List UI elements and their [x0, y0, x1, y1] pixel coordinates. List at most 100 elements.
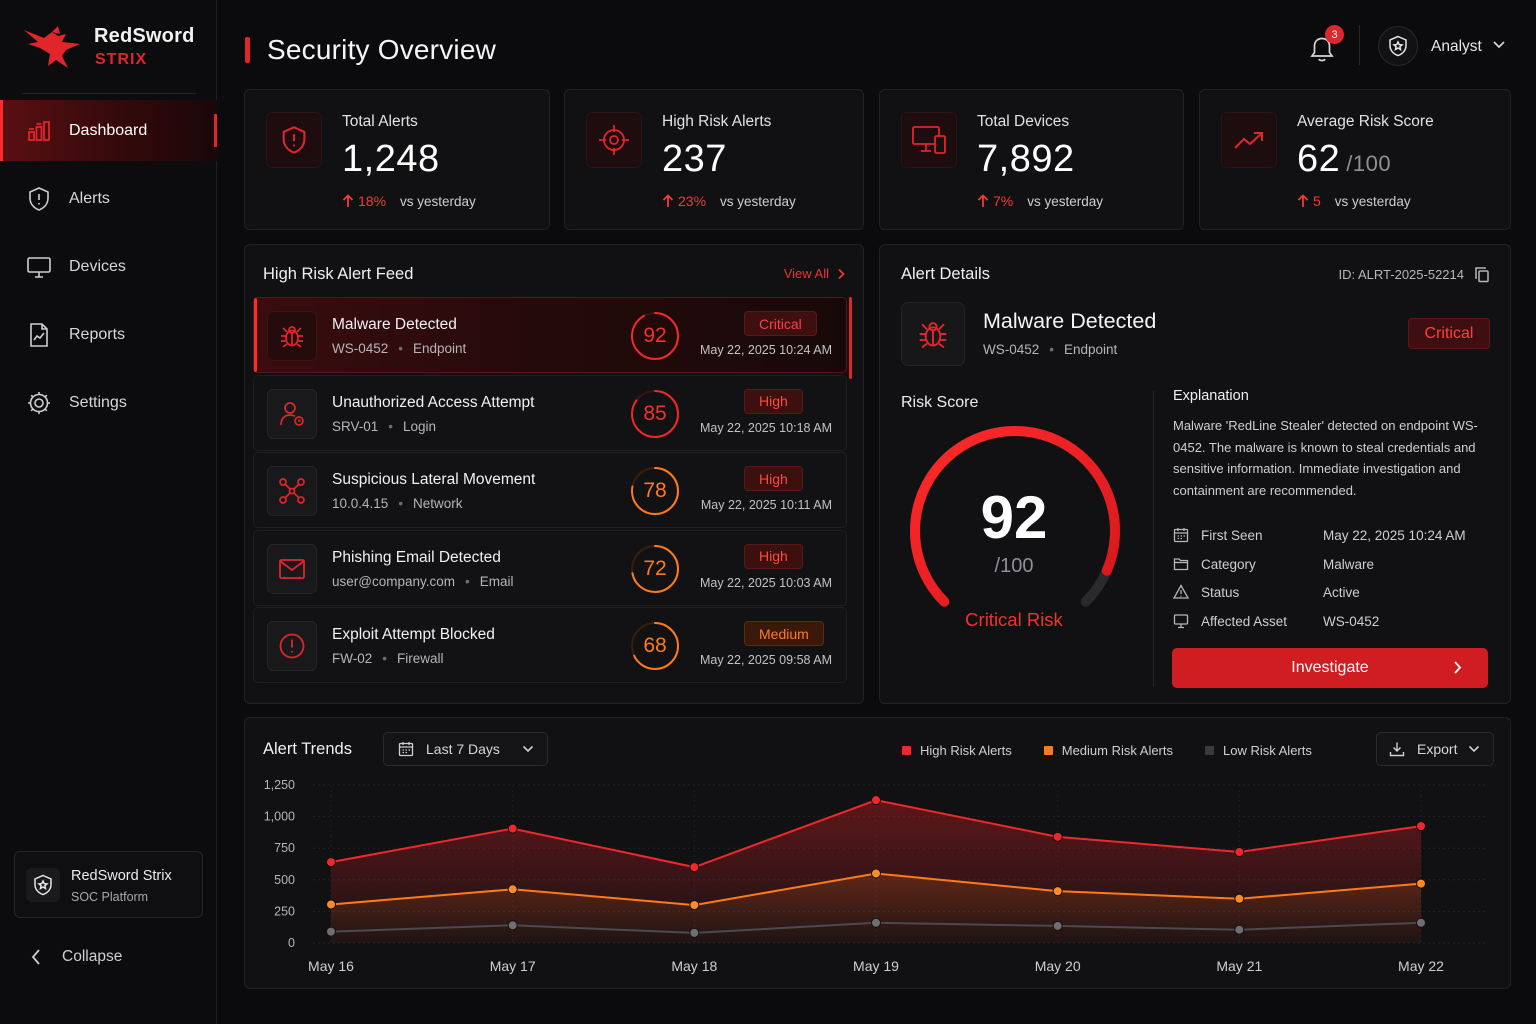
- sidebar-item-label: Dashboard: [69, 121, 148, 139]
- date-range-select[interactable]: Last 7 Days: [383, 732, 548, 766]
- trend-up-icon: [1221, 112, 1277, 168]
- alert-meta: SRV-01 • Login: [332, 418, 437, 434]
- alert-feed-item[interactable]: Suspicious Lateral Movement 10.0.4.15 • Ne…: [253, 452, 847, 528]
- calendar-icon: [398, 742, 414, 757]
- series-low-risk-point[interactable]: [871, 917, 881, 928]
- sidebar-item-alerts[interactable]: Alerts: [0, 168, 217, 229]
- severity-badge: Critical: [1408, 318, 1490, 349]
- alert-trends-panel: Alert Trends Last 7 Days High Risk Alert…: [244, 717, 1511, 989]
- series-low-risk-point[interactable]: [1416, 917, 1426, 928]
- scrollbar[interactable]: [849, 297, 852, 379]
- series-medium-risk-point[interactable]: [689, 900, 700, 911]
- sidebar-item-dashboard[interactable]: Dashboard: [0, 100, 217, 161]
- sidebar-item-reports[interactable]: Reports: [0, 304, 217, 365]
- sidebar-nav: Dashboard Alerts Devices Reports Setting…: [0, 100, 217, 440]
- collapse-button[interactable]: Collapse: [30, 948, 122, 966]
- report-icon: [30, 322, 48, 347]
- series-medium-risk-point[interactable]: [326, 899, 336, 910]
- fact-key: Status: [1201, 585, 1240, 600]
- alert-meta: WS-0452 • Endpoint: [332, 341, 467, 356]
- fact-value: WS-0452: [1323, 613, 1380, 629]
- fact-value: Malware: [1323, 556, 1375, 572]
- sidebar-item-settings[interactable]: Settings: [0, 372, 217, 433]
- kpi-trend: 5 vs yesterday: [1297, 193, 1411, 209]
- kpi-trend: 7% vs yesterday: [977, 193, 1103, 209]
- series-medium-risk-point[interactable]: [1416, 878, 1426, 889]
- kpi-compare: vs yesterday: [400, 193, 476, 209]
- alert-score-ring: 85: [630, 389, 680, 439]
- alert-name: Malware Detected: [332, 316, 457, 333]
- series-high-risk-point[interactable]: [507, 823, 518, 834]
- sidebar-item-devices[interactable]: Devices: [0, 236, 217, 297]
- fact-category: Category Malware: [1173, 555, 1493, 584]
- series-medium-risk-point[interactable]: [1234, 893, 1245, 904]
- alert-feed-item[interactable]: Unauthorized Access Attempt SRV-01 • Login…: [253, 374, 847, 451]
- investigate-label: Investigate: [1291, 659, 1369, 676]
- alert-meta: 10.0.4.15 • Network: [332, 496, 463, 511]
- fact-first-seen: First Seen May 22, 2025 10:24 AM: [1173, 526, 1493, 555]
- network-icon: [267, 466, 317, 516]
- series-low-risk-point[interactable]: [326, 926, 336, 937]
- y-tick-label: 500: [274, 873, 295, 887]
- user-name[interactable]: Analyst: [1431, 38, 1482, 55]
- copy-icon[interactable]: [1474, 266, 1490, 283]
- alert-score: 72: [643, 556, 667, 580]
- series-high-risk-point[interactable]: [1052, 831, 1063, 842]
- title-accent-bar: [245, 37, 250, 63]
- series-low-risk-point[interactable]: [1052, 920, 1063, 931]
- kpi-compare: vs yesterday: [1334, 193, 1411, 209]
- series-high-risk-point[interactable]: [326, 857, 336, 868]
- date-range-label: Last 7 Days: [426, 741, 500, 757]
- shield-star-icon: [26, 868, 60, 902]
- alert-feed-item[interactable]: Malware Detected WS-0452 • Endpoint 92 Cri…: [253, 297, 847, 373]
- alert-score: 78: [643, 479, 667, 502]
- fact-status: Status Active: [1173, 583, 1493, 612]
- legend-high[interactable]: High Risk Alerts: [902, 743, 1012, 758]
- logo[interactable]: RedSword STRIX: [22, 22, 212, 74]
- alert-time: May 22, 2025 10:11 AM: [700, 498, 832, 512]
- platform-card[interactable]: RedSword Strix SOC Platform: [14, 851, 203, 918]
- legend-low[interactable]: Low Risk Alerts: [1205, 743, 1312, 758]
- series-high-risk-point[interactable]: [1234, 846, 1245, 857]
- series-medium-risk-point[interactable]: [1052, 886, 1063, 897]
- export-button[interactable]: Export: [1376, 732, 1494, 766]
- avatar[interactable]: [1378, 26, 1418, 66]
- chevron-right-icon: [838, 268, 845, 279]
- series-medium-risk-point[interactable]: [871, 868, 881, 879]
- download-icon: [1389, 742, 1405, 757]
- bell-icon[interactable]: [1302, 28, 1342, 68]
- sidebar-item-label: Devices: [69, 257, 126, 275]
- export-label: Export: [1417, 741, 1458, 757]
- view-all-link[interactable]: View All: [784, 266, 845, 281]
- alert-feed-item[interactable]: Phishing Email Detected user@company.com…: [253, 529, 847, 606]
- fact-affected-asset: Affected Asset WS-0452: [1173, 612, 1493, 641]
- investigate-button[interactable]: Investigate: [1172, 648, 1488, 688]
- sidebar-item-label: Reports: [69, 325, 126, 343]
- chevron-down-icon: [522, 745, 534, 753]
- calendar-icon: [1173, 528, 1189, 543]
- x-tick-label: May 18: [671, 958, 717, 974]
- alert-facts: First Seen May 22, 2025 10:24 AM Categor…: [1173, 526, 1493, 640]
- alert-score-ring: 92: [630, 311, 680, 361]
- series-medium-risk-point[interactable]: [507, 884, 518, 895]
- notification-badge: 3: [1325, 25, 1344, 44]
- platform-title: RedSword Strix: [71, 868, 172, 884]
- series-low-risk-point[interactable]: [1234, 924, 1245, 935]
- series-high-risk-point[interactable]: [871, 795, 881, 806]
- series-high-risk-point[interactable]: [689, 862, 700, 873]
- series-low-risk-point[interactable]: [689, 927, 700, 938]
- arrow-up-icon: [662, 194, 674, 207]
- alert-name: Unauthorized Access Attempt: [332, 393, 535, 411]
- chevron-down-icon[interactable]: [1492, 40, 1506, 50]
- legend-medium[interactable]: Medium Risk Alerts: [1043, 743, 1173, 758]
- risk-score-label: Risk Score: [901, 394, 979, 411]
- series-medium-risk-area: [331, 873, 1421, 943]
- series-high-risk-point[interactable]: [1416, 821, 1426, 832]
- series-low-risk-point[interactable]: [507, 920, 518, 931]
- arrow-up-icon: [342, 194, 354, 207]
- alert-name: Phishing Email Detected: [332, 548, 501, 566]
- shield-alert-icon: [266, 112, 322, 168]
- kpi-card-total-alerts: Total Alerts 1,248 18% vs yesterday: [244, 89, 550, 230]
- alert-feed-item[interactable]: Exploit Attempt Blocked FW-02 • Firewall 6…: [253, 607, 847, 683]
- kpi-value: 62/100: [1297, 138, 1392, 180]
